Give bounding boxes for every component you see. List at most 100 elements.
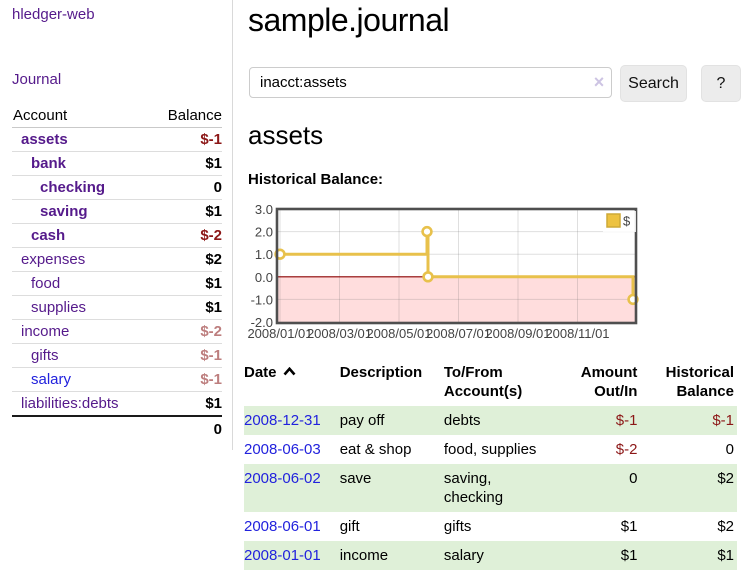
transaction-accounts: food, supplies [443, 441, 537, 458]
transaction-description: save [339, 464, 444, 512]
account-link-bank[interactable]: bank [31, 155, 67, 172]
transaction-description: income [339, 541, 444, 570]
transaction-balance: 0 [725, 441, 734, 458]
transaction-amount: $-1 [555, 406, 641, 435]
transaction-date-link[interactable]: 2008-01-01 [244, 547, 321, 564]
transaction-balance: $2 [640, 464, 737, 512]
account-link-cash[interactable]: cash [31, 227, 66, 244]
register-header-accounts: To/From Account(s) [443, 364, 523, 400]
account-link-expenses[interactable]: expenses [21, 251, 86, 268]
account-balance: $-2 [200, 227, 222, 244]
register-header-amount: Amount Out/In [580, 364, 638, 400]
chart-legend: $ [603, 211, 636, 232]
transaction-amount: $1 [555, 541, 641, 570]
register-header-date-label: Date [244, 364, 277, 381]
account-heading: assets [248, 120, 324, 150]
account-row-income: income $-2 [12, 320, 222, 344]
transaction-date-link[interactable]: 2008-12-31 [244, 412, 321, 429]
transaction-accounts: saving, checking [443, 464, 556, 512]
svg-text:-1.0: -1.0 [251, 292, 273, 307]
legend-swatch [606, 213, 621, 228]
register-row: 2008-01-01 income salary $1 $1 [244, 541, 737, 570]
chart-border [275, 207, 638, 325]
account-row-supplies: supplies $1 [12, 296, 222, 320]
svg-text:2008/09/01: 2008/09/01 [485, 326, 550, 341]
account-balance: $1 [205, 155, 222, 172]
accounts-header-account: Account [13, 106, 68, 124]
transaction-description: eat & shop [339, 441, 412, 458]
svg-text:2008/11/01: 2008/11/01 [545, 326, 609, 341]
main-content: sample.journal × Search ? assets Histori… [240, 0, 742, 582]
svg-text:0.0: 0.0 [255, 270, 273, 285]
page-title: sample.journal [248, 2, 450, 38]
sidebar-item-journal[interactable]: Journal [12, 71, 62, 88]
account-balance: $1 [205, 203, 222, 220]
account-balance: $-1 [200, 131, 222, 148]
sidebar: hledger-web Journal Account Balance asse… [0, 0, 232, 582]
chart-y-tick-labels: 3.0 2.0 1.0 0.0 -1.0 -2.0 [251, 202, 273, 330]
transaction-balance: $-1 [640, 406, 737, 435]
help-button[interactable]: ? [701, 65, 741, 102]
svg-text:2008/07/01: 2008/07/01 [426, 326, 491, 341]
accounts-header: Account Balance [12, 103, 222, 128]
account-row-checking: checking 0 [12, 176, 222, 200]
account-link-income[interactable]: income [21, 323, 70, 340]
search-input[interactable] [249, 67, 612, 98]
account-link-supplies[interactable]: supplies [31, 299, 87, 316]
account-balance: $1 [205, 395, 222, 412]
transaction-accounts: gifts [443, 518, 472, 535]
account-balance: $1 [205, 299, 222, 316]
historical-balance-chart: $ 3.0 2.0 1.0 0.0 -1.0 -2.0 2008/01/01 2… [247, 202, 639, 341]
account-balance: 0 [213, 179, 222, 196]
account-link-assets[interactable]: assets [21, 131, 68, 148]
account-row-expenses: expenses $2 [12, 248, 222, 272]
account-link-salary[interactable]: salary [31, 371, 72, 388]
accounts-header-balance: Balance [167, 106, 222, 124]
search-button[interactable]: Search [620, 65, 687, 102]
register-header-row: Date Description To/From Account(s) Amou… [244, 358, 737, 406]
transaction-balance: $2 [717, 518, 734, 535]
legend-label: $ [623, 214, 631, 229]
transaction-amount: $-2 [615, 441, 638, 458]
account-row-cash: cash $-2 [12, 224, 222, 248]
register-row: 2008-06-03 eat & shop food, supplies $-2… [244, 435, 737, 464]
transaction-amount: 0 [555, 464, 641, 512]
account-row-liabilities-debts: liabilities:debts $1 [12, 392, 222, 415]
account-link-checking[interactable]: checking [40, 179, 106, 196]
account-balance: $1 [205, 275, 222, 292]
transaction-balance: $1 [640, 541, 737, 570]
account-balance: $-2 [200, 323, 222, 340]
transaction-description: gift [339, 518, 360, 535]
svg-text:1.0: 1.0 [255, 247, 273, 262]
sidebar-divider [232, 0, 233, 450]
chart-section-label: Historical Balance: [248, 171, 384, 188]
account-row-bank: bank $1 [12, 152, 222, 176]
transaction-amount: $1 [620, 518, 638, 535]
transaction-description: pay off [339, 406, 444, 435]
account-link-liabilities-debts[interactable]: liabilities:debts [21, 395, 119, 412]
transaction-date-link[interactable]: 2008-06-01 [244, 518, 321, 535]
account-balance: $-1 [200, 371, 222, 388]
transaction-date-link[interactable]: 2008-06-02 [244, 470, 321, 487]
clear-search-icon[interactable]: × [593, 72, 605, 92]
account-row-saving: saving $1 [12, 200, 222, 224]
account-link-food[interactable]: food [31, 275, 61, 292]
accounts-total-row: 0 [12, 415, 222, 441]
account-link-gifts[interactable]: gifts [31, 347, 59, 364]
register-table: Date Description To/From Account(s) Amou… [244, 358, 737, 570]
svg-text:2008/03/01: 2008/03/01 [307, 326, 372, 341]
transaction-date-link[interactable]: 2008-06-03 [244, 441, 321, 458]
svg-text:2008/05/01: 2008/05/01 [366, 326, 431, 341]
svg-text:-2.0: -2.0 [251, 315, 273, 330]
account-row-food: food $1 [12, 272, 222, 296]
register-header-balance: Historical Balance [665, 364, 734, 400]
svg-text:3.0: 3.0 [255, 202, 273, 217]
account-balance: $2 [205, 251, 222, 268]
account-link-saving[interactable]: saving [40, 203, 88, 220]
svg-text:2.0: 2.0 [255, 225, 273, 240]
account-balance: $-1 [200, 347, 222, 364]
register-header-date[interactable]: Date [244, 358, 340, 406]
chart-x-tick-labels: 2008/01/01 2008/03/01 2008/05/01 2008/07… [247, 326, 609, 341]
svg-text:2008/01/01: 2008/01/01 [247, 326, 312, 341]
app-title-link[interactable]: hledger-web [12, 6, 95, 23]
